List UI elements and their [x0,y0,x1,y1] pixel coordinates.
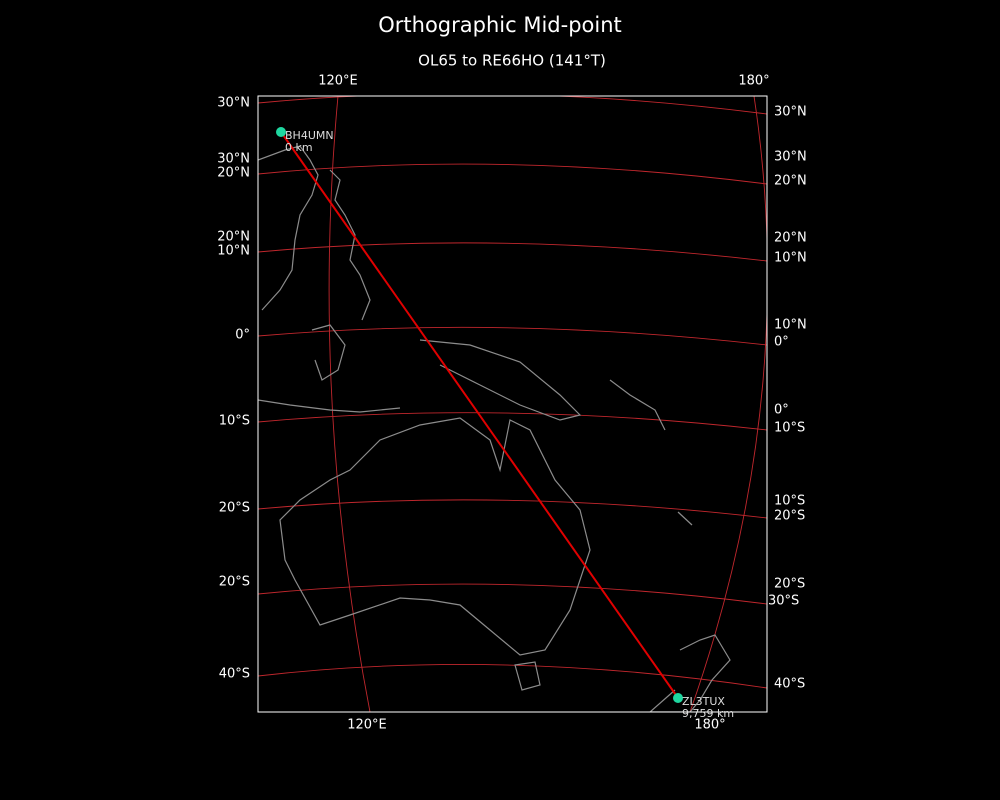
left-tick-label: 20°S [219,501,250,516]
left-tick-label: 0° [235,328,250,343]
station-distance: 9,759 km [682,707,734,720]
great-circle-path [280,131,679,699]
right-tick-label: 30°S [768,594,799,609]
station-marker [673,693,683,703]
left-tick-label: 20°N [217,166,250,181]
station-distance: 0 km [285,141,313,154]
right-tick-label: 10°N [774,318,807,333]
subtitle: OL65 to RE66HO (141°T) [418,52,606,70]
left-tick-label: 40°S [219,667,250,682]
right-tick-label: 0° [774,335,789,350]
right-tick-label: 20°N [774,174,807,189]
right-tick-label: 20°S [774,509,805,524]
left-tick-label: 30°N [217,152,250,167]
top-tick-label: 180° [738,74,769,89]
right-tick-label: 20°N [774,231,807,246]
right-tick-label: 40°S [774,677,805,692]
right-tick-label: 10°S [774,421,805,436]
bottom-tick-label: 120°E [347,718,387,733]
coastlines [258,145,731,712]
station-callsign: ZL3TUX [682,695,725,708]
map-area [258,96,767,712]
map-frame [257,95,768,713]
station-marker [276,127,286,137]
right-tick-label: 0° [774,403,789,418]
right-tick-label: 30°N [774,150,807,165]
right-tick-label: 20°S [774,577,805,592]
top-tick-label: 120°E [318,74,358,89]
title: Orthographic Mid-point [378,13,622,37]
station-callsign: BH4UMN [285,129,334,142]
bottom-tick-label: 180° [694,718,725,733]
graticule [258,96,767,712]
right-tick-label: 30°N [774,105,807,120]
left-tick-label: 10°N [217,244,250,259]
left-tick-label: 20°N [217,230,250,245]
right-tick-label: 10°N [774,251,807,266]
left-tick-label: 10°S [219,414,250,429]
left-tick-label: 20°S [219,575,250,590]
left-tick-label: 30°N [217,96,250,111]
right-tick-label: 10°S [774,494,805,509]
